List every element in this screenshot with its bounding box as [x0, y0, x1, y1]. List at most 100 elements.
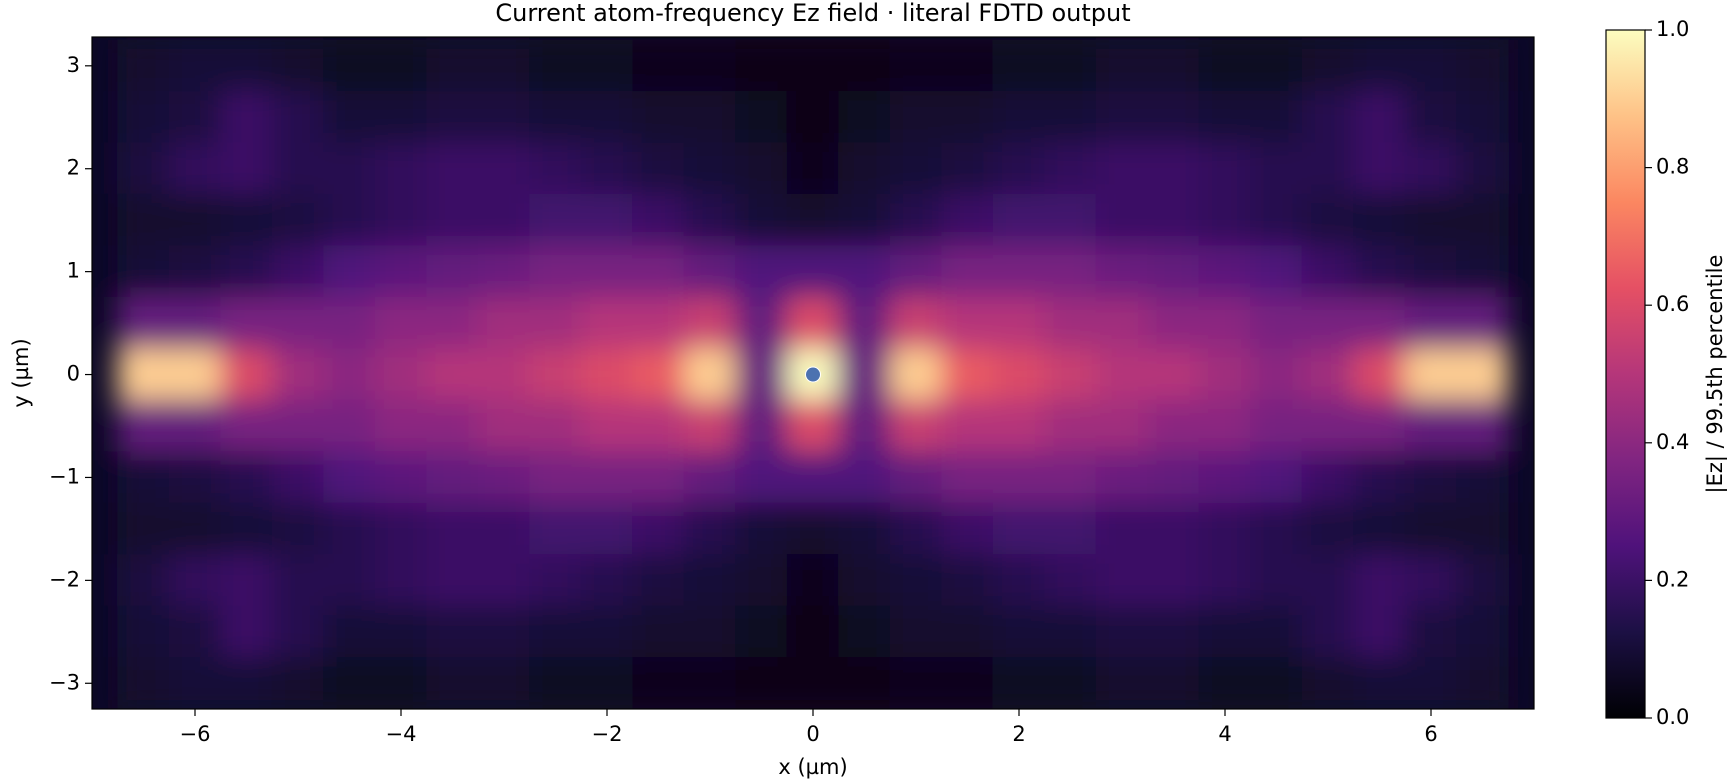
heatmap-cell	[374, 348, 428, 401]
heatmap-cell	[1147, 39, 1200, 93]
heatmap-cell	[838, 657, 891, 709]
heatmap-cell	[786, 296, 840, 350]
heatmap-cell	[271, 193, 325, 247]
heatmap-cell	[1456, 142, 1509, 195]
heatmap-cell	[632, 554, 685, 607]
heatmap-cell	[323, 296, 376, 350]
colorbar-tick-label: 0.0	[1656, 705, 1689, 729]
heatmap-cell	[1301, 502, 1355, 556]
heatmap-cell	[1044, 245, 1097, 298]
heatmap-cell	[1250, 554, 1303, 607]
heatmap-cell	[941, 245, 994, 298]
colorbar-label: |Ez| / 99.5th percentile	[1703, 255, 1728, 494]
heatmap-cell	[941, 142, 994, 195]
heatmap-cell	[1095, 451, 1149, 504]
heatmap-cell	[580, 657, 634, 709]
heatmap-cell	[477, 91, 531, 144]
heatmap-cell	[1250, 245, 1303, 298]
heatmap-cell	[889, 91, 943, 144]
heatmap-cell	[1456, 245, 1509, 298]
heatmap-cell	[889, 39, 943, 93]
heatmap-cell	[632, 193, 685, 247]
heatmap-cell	[1353, 605, 1406, 659]
colorbar-tick-label: 0.4	[1656, 430, 1689, 454]
heatmap-cell	[632, 605, 685, 659]
heatmap-cell	[374, 399, 428, 453]
heatmap-cell	[1044, 348, 1097, 401]
heatmap-cell	[117, 91, 170, 144]
heatmap-cell	[1250, 193, 1303, 247]
heatmap-cell	[1456, 296, 1509, 350]
heatmap-cell	[941, 605, 994, 659]
heatmap-cell	[426, 296, 479, 350]
heatmap-cell	[426, 39, 479, 93]
heatmap-cell	[529, 657, 582, 709]
heatmap-cell	[1095, 142, 1149, 195]
heatmap-cell	[323, 451, 376, 504]
heatmap-cell	[529, 502, 582, 556]
heatmap-cell	[683, 554, 737, 607]
heatmap-cell	[992, 348, 1046, 401]
heatmap-cell	[786, 39, 840, 93]
chart-title: Current atom-frequency Ez field · litera…	[495, 0, 1130, 27]
atom-marker	[805, 366, 821, 383]
heatmap-cell	[735, 657, 788, 709]
heatmap-cell	[1456, 39, 1509, 93]
heatmap-cell	[838, 91, 891, 144]
heatmap-cell	[889, 142, 943, 195]
heatmap-cell	[271, 39, 325, 93]
heatmap-cell	[735, 91, 788, 144]
heatmap-cell	[529, 348, 582, 401]
heatmap-cell	[323, 348, 376, 401]
heatmap-cell	[117, 39, 170, 93]
heatmap-cell	[1404, 245, 1458, 298]
heatmap-cell	[1456, 554, 1509, 607]
heatmap-cell	[1353, 193, 1406, 247]
heatmap-cell	[580, 348, 634, 401]
heatmap-cell	[683, 296, 737, 350]
heatmap-cell	[1404, 451, 1458, 504]
heatmap-cell	[786, 193, 840, 247]
heatmap-cell	[426, 657, 479, 709]
heatmap-cell	[271, 502, 325, 556]
y-tick-label: 1	[67, 259, 80, 283]
colorbar-tick-label: 0.6	[1656, 292, 1689, 316]
heatmap-cell	[1095, 554, 1149, 607]
heatmap-cell	[580, 91, 634, 144]
heatmap-cell	[323, 91, 376, 144]
heatmap-cell	[1353, 296, 1406, 350]
heatmap-cell	[1198, 142, 1252, 195]
heatmap-cell	[889, 193, 943, 247]
heatmap-cell	[941, 348, 994, 401]
heatmap-cell	[168, 348, 222, 401]
heatmap-cell	[580, 554, 634, 607]
heatmap-cell	[580, 142, 634, 195]
heatmap-cell	[786, 605, 840, 659]
heatmap-cell	[1044, 399, 1097, 453]
heatmap-cell	[838, 296, 891, 350]
heatmap-cell	[117, 142, 170, 195]
heatmap-cell	[1456, 91, 1509, 144]
heatmap-cell	[1044, 142, 1097, 195]
heatmap-cell	[168, 554, 222, 607]
heatmap-cell	[1404, 348, 1458, 401]
heatmap-cell	[1456, 348, 1509, 401]
heatmap-cell	[529, 399, 582, 453]
heatmap-cell	[838, 502, 891, 556]
heatmap-cell	[580, 296, 634, 350]
heatmap-cell	[168, 91, 222, 144]
heatmap-cell	[426, 451, 479, 504]
heatmap-cell	[580, 193, 634, 247]
heatmap-cell	[838, 451, 891, 504]
heatmap-cell	[632, 142, 685, 195]
heatmap-cell	[683, 399, 737, 453]
heatmap-cell	[941, 296, 994, 350]
heatmap	[117, 39, 1509, 709]
heatmap-cell	[1353, 39, 1406, 93]
heatmap-cell	[1301, 554, 1355, 607]
heatmap-cell	[1198, 657, 1252, 709]
heatmap-cell	[1353, 657, 1406, 709]
heatmap-cell	[786, 245, 840, 298]
heatmap-cell	[426, 142, 479, 195]
